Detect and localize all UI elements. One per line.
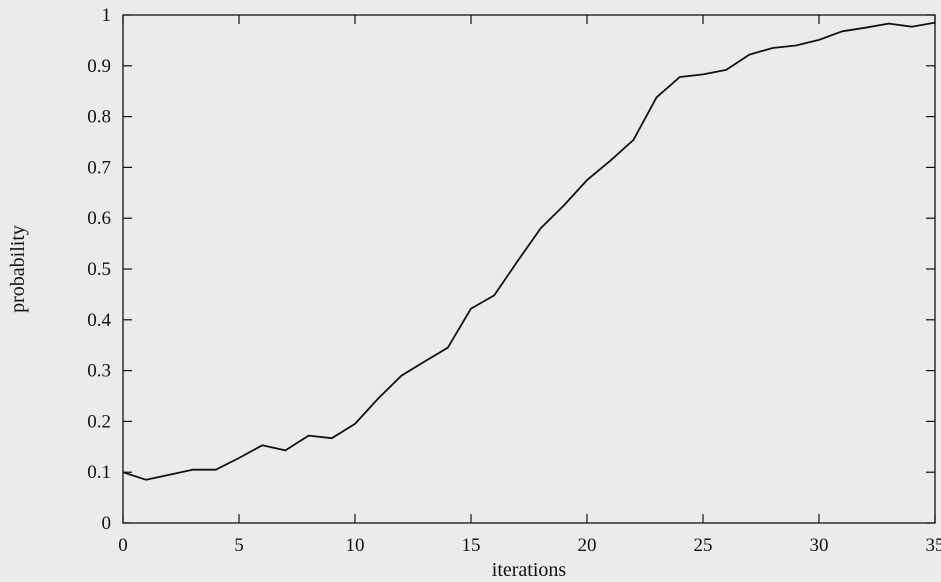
y-tick-label: 0.8: [87, 107, 111, 128]
probability-line: [122, 21, 936, 481]
x-tick-label: 0: [118, 535, 128, 556]
y-tick-label: 0.7: [87, 157, 111, 178]
y-tick-label: 0.4: [87, 310, 111, 331]
y-tick-label: 0.2: [87, 411, 111, 432]
y-tick-labels: 0 0.1 0.2 0.3 0.4 0.5 0.6 0.7 0.8 0.9 1: [87, 5, 111, 534]
y-tick-label: 0.3: [87, 361, 111, 382]
x-tick-label: 15: [462, 535, 481, 556]
x-tick-label: 35: [926, 535, 941, 556]
x-tick-label: 5: [234, 535, 244, 556]
y-tick-label: 0.1: [87, 462, 111, 483]
x-axis-title: iterations: [492, 559, 567, 581]
y-tick-label: 0.9: [87, 56, 111, 77]
x-tick-labels: 0 5 10 15 20 25 30 35: [118, 535, 941, 556]
y-tick-label: 1: [102, 5, 112, 26]
series-lines: [122, 21, 936, 481]
x-tick-label: 30: [810, 535, 829, 556]
y-axis-title: probability: [7, 225, 29, 313]
plot-frame: [122, 14, 936, 524]
x-tick-label: 25: [694, 535, 713, 556]
y-tick-label: 0.6: [87, 208, 111, 229]
axis-ticks: [122, 14, 936, 524]
y-tick-label: 0: [102, 513, 112, 534]
x-tick-label: 20: [578, 535, 597, 556]
y-tick-label: 0.5: [87, 259, 111, 280]
x-tick-label: 10: [346, 535, 365, 556]
